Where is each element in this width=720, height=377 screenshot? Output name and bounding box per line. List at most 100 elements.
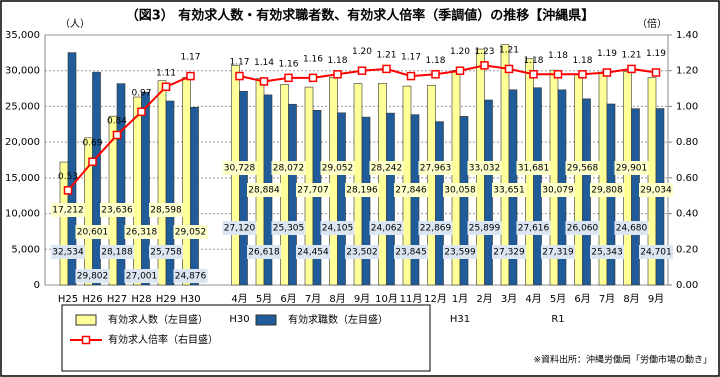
label-box <box>467 161 502 175</box>
label-box <box>492 183 526 197</box>
legend-swatch <box>255 314 277 326</box>
data-label: 29,034 <box>640 186 672 196</box>
data-label: 1.17 <box>229 58 249 68</box>
bar <box>329 77 338 286</box>
bar <box>631 108 640 286</box>
label-box <box>149 245 183 259</box>
bar <box>312 110 322 286</box>
data-label: 27,707 <box>297 186 329 196</box>
bar <box>361 116 371 286</box>
source-note: ※資料出所：沖縄労働局「労働市場の動き」 <box>533 354 712 366</box>
data-label: 32,534 <box>52 248 84 258</box>
bar <box>337 112 346 286</box>
bar <box>141 91 150 286</box>
label-box <box>418 161 453 175</box>
label-box <box>565 161 600 175</box>
label-box <box>222 221 257 235</box>
label-box <box>124 225 159 239</box>
x-tick-label: 5月 <box>256 293 272 305</box>
line-marker <box>553 70 563 79</box>
label-box <box>516 161 551 175</box>
data-label: 1.23 <box>474 47 494 57</box>
x-tick-label: H27 <box>107 294 127 305</box>
x-tick-label: 8月 <box>623 293 639 305</box>
data-label: 27,120 <box>224 224 256 234</box>
line-marker <box>112 130 122 140</box>
data-label: 24,062 <box>371 224 403 234</box>
label-box <box>443 183 477 197</box>
data-label: 27,319 <box>542 248 574 258</box>
bar <box>533 87 542 286</box>
data-label: 0.97 <box>131 88 151 98</box>
bar <box>92 71 101 286</box>
x-tick-label: 8月 <box>329 293 345 305</box>
y-tick-label: 20,000 <box>5 137 40 148</box>
data-label: 23,599 <box>444 248 476 258</box>
data-label: 1.16 <box>278 59 298 69</box>
x-tick-label: 3月 <box>501 293 517 305</box>
data-label: 24,454 <box>297 248 329 258</box>
data-label: 1.18 <box>523 56 543 66</box>
data-label: 24,876 <box>175 272 207 282</box>
line-marker <box>284 73 293 83</box>
x-group-label: H30 <box>229 314 249 325</box>
data-label: 28,598 <box>150 206 182 216</box>
chart-title: （図3） 有効求人数・有効求職者数、有効求人倍率（季調値）の推移【沖縄県】 <box>126 8 595 24</box>
x-tick-label: 2月 <box>476 293 492 305</box>
y-tick-label: 30,000 <box>5 66 40 77</box>
data-label: 25,343 <box>591 248 623 258</box>
y2-tick-label: 0.80 <box>676 137 698 148</box>
data-label: 23,502 <box>346 248 378 258</box>
x-tick-label: 5月 <box>550 293 566 305</box>
label-box <box>541 183 575 197</box>
data-label: 24,105 <box>322 224 354 234</box>
x-tick-label: 6月 <box>280 293 296 305</box>
label-box <box>296 183 330 197</box>
bar <box>459 116 469 286</box>
label-box <box>614 161 649 175</box>
data-label: 1.16 <box>303 54 323 64</box>
data-label: 28,196 <box>346 186 378 196</box>
data-label: 28,072 <box>273 164 305 174</box>
data-label: 29,568 <box>567 164 599 174</box>
label-box <box>100 245 134 259</box>
bar <box>133 96 142 286</box>
bar <box>231 65 240 286</box>
line-marker <box>308 73 318 83</box>
data-label: 25,305 <box>273 224 305 234</box>
line-marker <box>529 70 538 79</box>
line-marker <box>480 61 489 70</box>
line-marker <box>651 68 661 77</box>
legend-swatch <box>75 314 97 326</box>
label-box <box>590 183 624 197</box>
bar <box>67 52 77 286</box>
data-label: 26,618 <box>248 248 280 258</box>
data-label: 1.21 <box>499 45 519 55</box>
x-tick-label: 7月 <box>599 293 615 305</box>
line-marker <box>88 157 97 167</box>
legend-label: 有効求人数（左目盛） <box>108 313 208 326</box>
label-box <box>345 183 379 197</box>
y-tick-label: 35,000 <box>5 30 40 41</box>
line-marker <box>602 68 612 77</box>
x-tick-label: 9月 <box>648 293 664 305</box>
x-tick-label: H30 <box>180 294 200 305</box>
data-label: 26,318 <box>126 228 158 238</box>
data-label: 24,680 <box>616 224 648 234</box>
line-marker <box>578 70 587 79</box>
y-tick-label: 0 <box>34 280 40 291</box>
x-tick-label: H25 <box>58 294 78 305</box>
y2-tick-label: 1.20 <box>676 66 698 77</box>
data-label: 1.19 <box>646 49 666 59</box>
line-marker <box>333 70 342 79</box>
bar <box>574 73 583 286</box>
data-label: 0.84 <box>107 117 127 127</box>
x-tick-label: 11月 <box>400 293 423 305</box>
data-label: 23,845 <box>395 248 427 258</box>
label-box <box>614 221 649 235</box>
data-label: 30,728 <box>224 164 256 174</box>
label-box <box>296 245 330 259</box>
y-tick-label: 15,000 <box>5 173 40 184</box>
label-box <box>100 203 134 217</box>
line-marker <box>235 71 244 81</box>
